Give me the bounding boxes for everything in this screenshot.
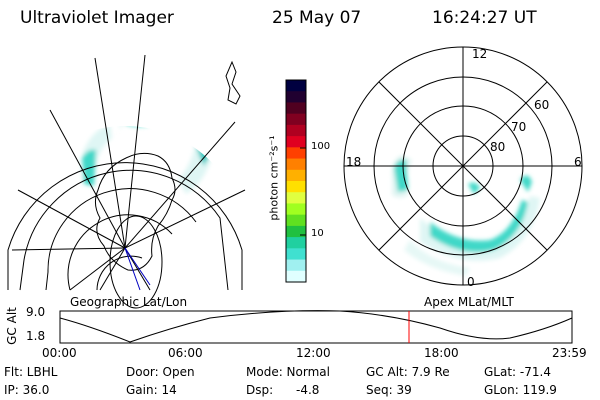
colorbar-band [286,270,306,283]
time-label: 16:24:27 UT [432,8,537,28]
colorbar-band [286,91,306,104]
mlt-label-18: 18 [346,155,362,169]
landmass-coastline [225,60,241,105]
gain-info: Gain: 14 [126,383,177,397]
date-label: 25 May 07 [272,8,362,28]
antarctica-coastline [94,152,176,271]
seq-info: Seq: 39 [366,383,412,397]
mlat-label-60: 60 [534,98,550,112]
colorbar-band [286,248,306,261]
colorbar-band [286,259,306,272]
colorbar-tick-100: 100 [311,141,331,152]
polar-plot-panel [343,46,583,286]
dsp-info: Dsp: [246,383,274,397]
time-tick-0000: 00:00 [42,346,77,360]
colorbar-unit-label: photon cm⁻²s⁻¹ [267,135,281,221]
time-tick-2359: 23:59 [552,346,587,360]
colorbar-band [286,124,306,137]
subsolar-line [124,247,151,286]
colorbar-band [286,80,306,92]
colorbar-band [286,136,306,148]
colorbar-band [286,158,306,171]
filter-info: Flt: LBHL [4,365,58,379]
mlt-label-12: 12 [472,47,488,61]
colorbar-band [286,147,306,160]
geo-grid-lines [7,54,246,309]
time-tick-1800: 18:00 [424,346,459,360]
colorbar-band [286,237,306,249]
glat-info: GLat: -71.4 [484,365,551,379]
colorbar-band [286,214,306,227]
time-tick-1200: 12:00 [296,346,331,360]
colorbar-tick-10: 10 [311,228,324,239]
polar-grid [343,46,583,286]
colorbar-band [286,113,306,126]
mlat-label-70: 70 [511,120,527,134]
mode-info: Mode: Normal [246,365,330,379]
colorbar-band [286,203,306,216]
geo-auroral-emission [3,126,247,290]
mlat-label-80: 80 [490,140,506,154]
geographic-map-panel [3,54,247,309]
mlt-label-0: 0 [467,275,475,289]
colorbar-band [286,192,306,205]
instrument-title: Ultraviolet Imager [20,8,174,28]
altitude-curve [59,310,573,343]
mlt-label-6: 6 [574,155,582,169]
colorbar-band [286,102,306,115]
colorbar-ticks [285,79,307,283]
glon-info: GLon: 119.9 [484,383,557,397]
geo-panel-label: Geographic Lat/Lon [70,295,188,309]
ip-info: IP: 36.0 [4,383,50,397]
dsp-value: -4.8 [296,383,320,397]
colorbar [286,80,306,283]
gc-alt-info: GC Alt: 7.9 Re [366,365,450,379]
colorbar-band [286,181,306,193]
colorbar-band [286,169,306,182]
colorbar-band [286,225,306,238]
altitude-ytick-top: 9.0 [26,305,46,319]
altitude-plot [59,310,573,344]
altitude-ytick-bottom: 1.8 [26,329,46,343]
polar-panel-label: Apex MLat/MLT [424,295,514,309]
door-info: Door: Open [126,365,195,379]
altitude-ylabel: GC Alt [5,307,19,345]
time-tick-0600: 06:00 [168,346,203,360]
